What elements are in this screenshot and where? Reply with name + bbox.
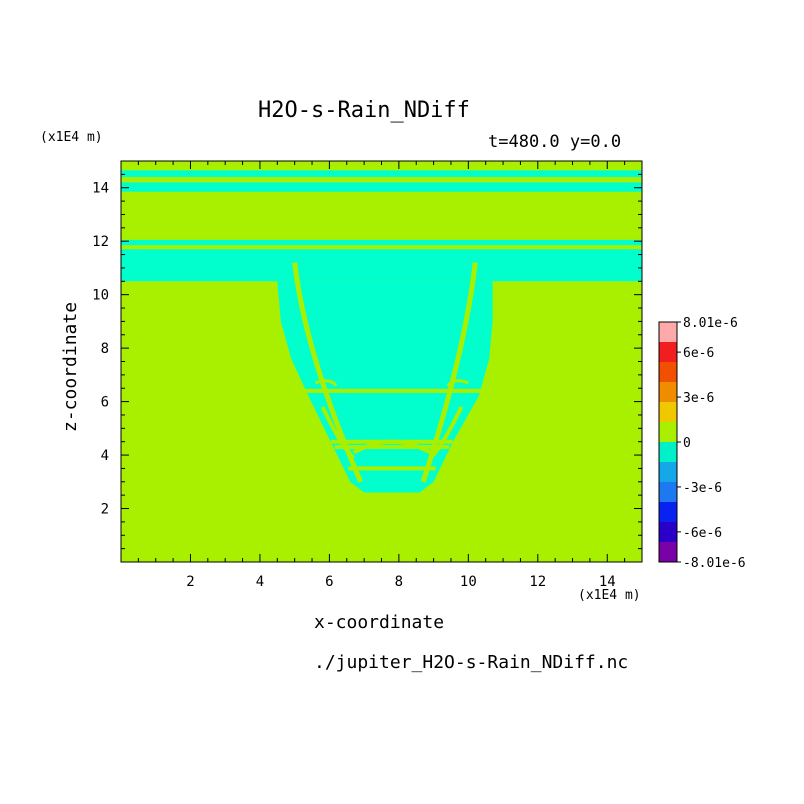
- chart-subtitle: t=480.0 y=0.0: [488, 132, 622, 152]
- source-filename: ./jupiter_H2O-s-Rain_NDiff.nc: [314, 652, 629, 673]
- x-tick-label: 10: [460, 574, 477, 590]
- colorbar-swatch: [659, 522, 677, 542]
- colorbar-label: 6e-6: [683, 346, 714, 361]
- y-tick-label: 14: [92, 181, 109, 197]
- y-tick-label: 6: [101, 395, 109, 411]
- plume-band-right: [420, 262, 478, 483]
- y-tick-label: 10: [92, 288, 109, 304]
- colorbar-swatch: [659, 342, 677, 362]
- colorbar-label: 3e-6: [683, 391, 714, 406]
- plume-arc-right-top: [446, 379, 469, 387]
- colorbar-swatch: [659, 382, 677, 402]
- y-axis-unit: (x1E4 m): [40, 130, 103, 145]
- colorbar-label: -6e-6: [683, 526, 722, 541]
- y-tick-label: 4: [101, 448, 109, 464]
- x-axis-unit: (x1E4 m): [578, 588, 641, 603]
- colorbar-swatch: [659, 442, 677, 462]
- colorbar-swatch: [659, 422, 677, 442]
- colorbar-swatch: [659, 462, 677, 482]
- x-tick-label: 4: [256, 574, 264, 590]
- chart-title: H2O-s-Rain_NDiff: [258, 98, 470, 123]
- plume-arc-right: [428, 406, 464, 460]
- y-tick-label: 2: [101, 502, 109, 518]
- plot-area: [121, 161, 642, 562]
- field-layer-4: [121, 249, 642, 282]
- y-tick-label: 12: [92, 234, 109, 250]
- colorbar-swatch: [659, 542, 677, 562]
- colorbar-swatch: [659, 402, 677, 422]
- field-layer-2: [121, 182, 642, 192]
- y-tick-label: 8: [101, 341, 109, 357]
- colorbar-swatch: [659, 362, 677, 382]
- colorbar-label: 0: [683, 436, 691, 451]
- x-tick-label: 12: [529, 574, 546, 590]
- field-layer-3: [121, 239, 642, 246]
- field-layer-1: [121, 170, 642, 178]
- colorbar-label: -8.01e-6: [683, 556, 746, 571]
- axes: 2 4 6 8 10 12 14 2 4 6 8 10 12 14: [92, 160, 643, 590]
- x-tick-label: 8: [395, 574, 403, 590]
- x-tick-label: 14: [599, 574, 616, 590]
- colorbar-swatch: [659, 502, 677, 522]
- colorbar-label: 8.01e-6: [683, 316, 738, 331]
- plume-arc-left-top: [314, 379, 338, 387]
- x-tick-label: 6: [325, 574, 333, 590]
- x-axis-label: x-coordinate: [314, 612, 445, 633]
- plume-arc-1: [352, 439, 432, 455]
- colorbar-label: -3e-6: [683, 481, 722, 496]
- colorbar-swatch: [659, 322, 677, 342]
- x-tick-label: 2: [186, 574, 194, 590]
- plume-arc-left: [320, 406, 356, 460]
- colorbar-swatch: [659, 482, 677, 502]
- colorbar: 8.01e-6 6e-6 3e-6 0 -3e-6 -6e-6 -8.01e-6: [658, 316, 746, 571]
